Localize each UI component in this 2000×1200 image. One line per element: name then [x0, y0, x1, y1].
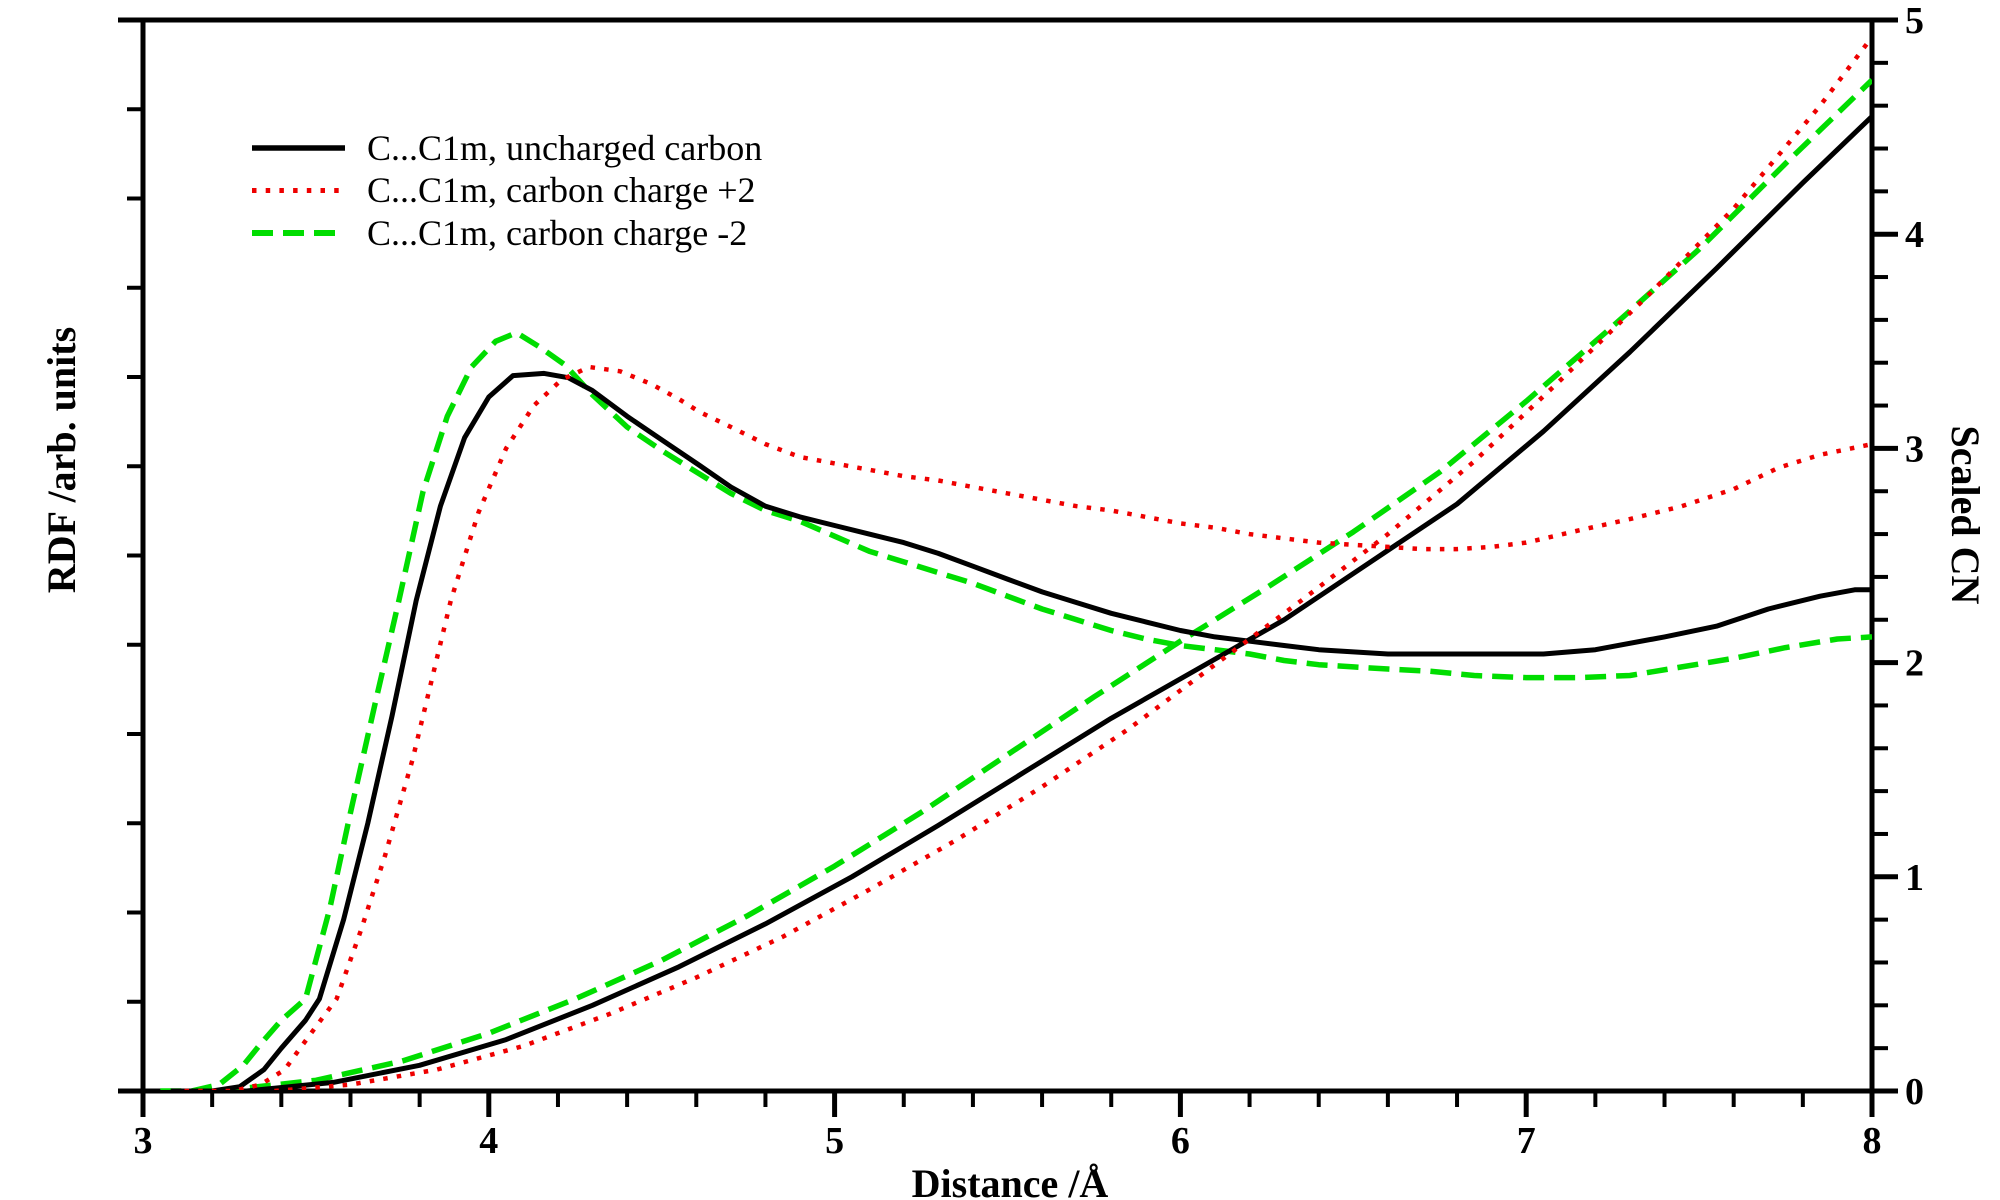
- axis-ticks: [127, 17, 1898, 1117]
- curve-rdf_uncharged: [170, 370, 1872, 1090]
- x-axis-title: Distance /Å: [912, 1161, 1109, 1200]
- right-tick-label-2: 2: [1905, 643, 1924, 685]
- curve-cn_minus2: [218, 78, 1872, 1090]
- right-tick-label-1: 1: [1905, 857, 1924, 899]
- x-tick-label-8: 8: [1863, 1120, 1882, 1162]
- x-tick-label-6: 6: [1171, 1120, 1190, 1162]
- x-tick-label-7: 7: [1517, 1120, 1536, 1162]
- x-tick-label-3: 3: [134, 1120, 153, 1162]
- x-tick-label-5: 5: [825, 1120, 844, 1162]
- x-tick-label-4: 4: [479, 1120, 498, 1162]
- legend: C...C1m, uncharged carbon C...C1m, carbo…: [252, 128, 762, 253]
- legend-label-charge-plus2: C...C1m, carbon charge +2: [367, 170, 756, 210]
- right-tick-label-5: 5: [1905, 0, 1924, 42]
- legend-label-charge-minus2: C...C1m, carbon charge -2: [367, 213, 747, 253]
- left-y-axis-title: RDF /arb. units: [39, 327, 84, 593]
- legend-line-samples: [252, 145, 345, 236]
- data-curves: [160, 35, 1872, 1090]
- right-axis-tick-labels: 0 1 2 3 4 5: [1905, 0, 1924, 1113]
- legend-label-uncharged: C...C1m, uncharged carbon: [367, 128, 762, 168]
- curve-rdf_plus2: [184, 364, 1872, 1090]
- right-tick-label-4: 4: [1905, 214, 1924, 256]
- curve-cn_uncharged: [246, 114, 1872, 1090]
- right-tick-label-3: 3: [1905, 428, 1924, 470]
- right-tick-label-0: 0: [1905, 1071, 1924, 1113]
- x-axis-tick-labels: 3 4 5 6 7 8: [134, 1120, 1882, 1162]
- right-y-axis-title: Scaled CN: [1943, 426, 1988, 605]
- curve-rdf_minus2: [160, 329, 1872, 1090]
- plot-frame: [118, 17, 1897, 1116]
